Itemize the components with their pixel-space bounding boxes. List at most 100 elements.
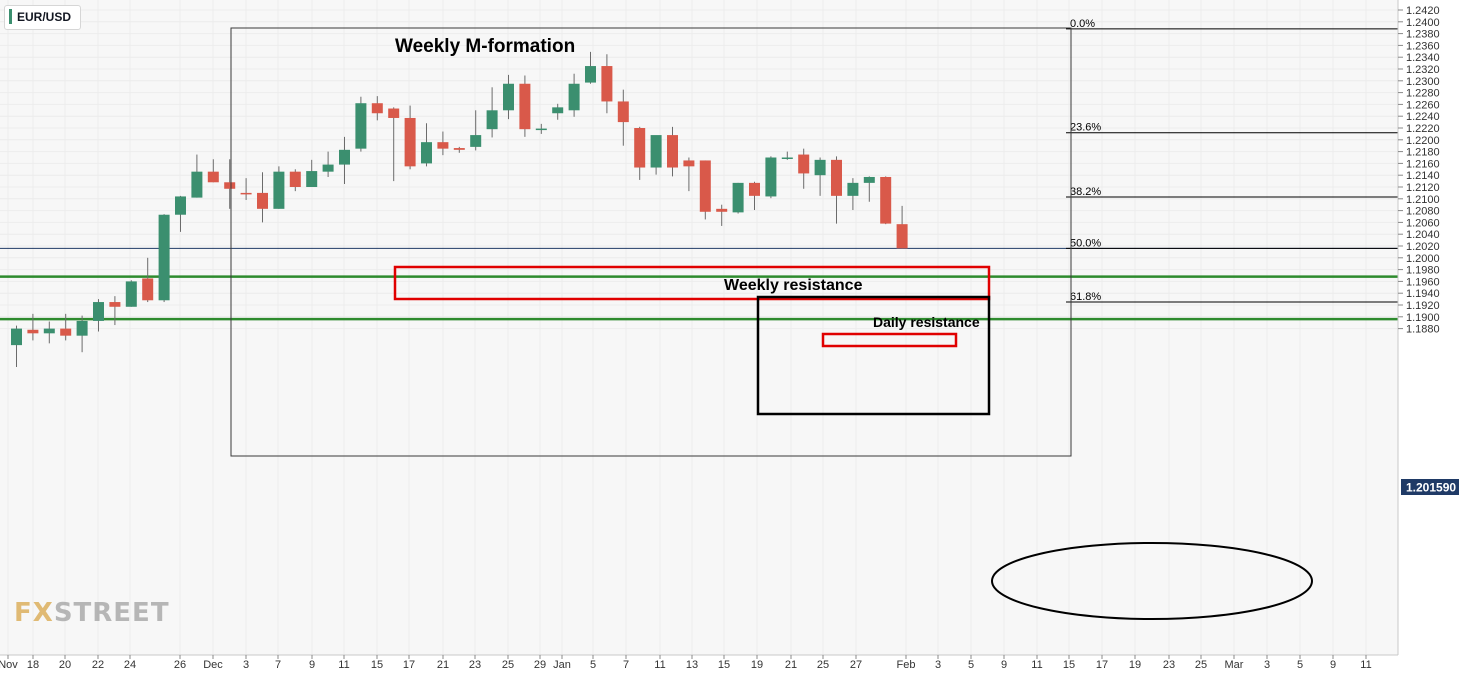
- candle: [749, 181, 760, 211]
- candle: [27, 313, 39, 341]
- x-tick-label: Mar: [1225, 659, 1244, 671]
- candle-body: [814, 159, 826, 176]
- candle: [896, 205, 908, 249]
- candle: [781, 151, 793, 160]
- candle-body: [667, 135, 678, 168]
- candle: [470, 110, 482, 151]
- candle-body: [93, 302, 104, 321]
- candle-body: [863, 176, 875, 183]
- x-tick-label: 19: [1129, 659, 1141, 671]
- x-tick-label: Jan: [553, 659, 571, 671]
- candle: [355, 96, 367, 152]
- x-tick-label: 11: [654, 659, 665, 671]
- daily-range-box: [756, 295, 991, 416]
- candle-body: [749, 182, 760, 196]
- candle: [404, 105, 416, 170]
- candle-body: [404, 117, 416, 167]
- candle-body: [486, 110, 498, 130]
- price-axis[interactable]: 1.24201.24001.23801.23601.23401.23201.23…: [1398, 5, 1440, 336]
- candle: [519, 75, 531, 137]
- y-tick-label: 1.2040: [1406, 229, 1440, 241]
- y-tick-label: 1.2080: [1406, 206, 1440, 218]
- candle: [453, 146, 465, 153]
- candle-body: [568, 83, 580, 111]
- x-tick-label: 26: [174, 659, 186, 671]
- x-tick-label: 3: [1264, 659, 1270, 671]
- x-tick-label: 5: [968, 659, 974, 671]
- x-tick-label: 19: [751, 659, 763, 671]
- candle-body: [716, 208, 728, 212]
- candle-body: [76, 320, 88, 336]
- target-ellipse: [991, 542, 1313, 620]
- candle-body: [371, 103, 383, 114]
- candle-body: [322, 164, 334, 172]
- x-tick-label: 5: [1297, 659, 1303, 671]
- y-tick-label: 1.2420: [1406, 5, 1440, 17]
- candle: [437, 131, 449, 156]
- x-tick-label: 9: [1001, 659, 1007, 671]
- y-tick-label: 1.2400: [1406, 17, 1440, 29]
- y-tick-label: 1.2300: [1406, 76, 1440, 88]
- x-tick-label: 7: [275, 659, 281, 671]
- weekly-m-formation-box: [230, 27, 1072, 457]
- x-tick-label: 15: [718, 659, 730, 671]
- candle-body: [158, 214, 170, 301]
- watermark-street: STREET: [53, 598, 170, 628]
- weekly-m-formation-label: Weekly M-formation: [395, 36, 575, 57]
- x-tick-label: 15: [371, 659, 383, 671]
- symbol-badge[interactable]: EUR/USD: [4, 5, 82, 30]
- fib-level-label: 38.2%: [1070, 186, 1101, 198]
- candle-body: [388, 108, 400, 118]
- time-axis[interactable]: Nov 18 20 22 24 26 Dec 3 7 9 11 15 17 21 23 25 29 Jan 5 7 11…: [0, 655, 1372, 671]
- plot-area[interactable]: [0, 0, 1398, 655]
- candle-body: [142, 278, 154, 301]
- fib-level-label: 50.0%: [1070, 237, 1101, 249]
- y-tick-label: 1.1880: [1406, 324, 1440, 336]
- candle-body: [650, 135, 662, 168]
- candle-body: [355, 103, 367, 149]
- weekly-resistance-box: [393, 265, 991, 301]
- candle-body: [535, 128, 547, 131]
- candle-body: [798, 154, 810, 174]
- fib-level-label: 23.6%: [1070, 122, 1101, 134]
- candle: [568, 73, 580, 117]
- candle-body: [43, 328, 55, 334]
- candle: [552, 103, 564, 120]
- candle-body: [207, 171, 219, 183]
- y-tick-label: 1.2100: [1406, 194, 1440, 206]
- x-tick-label: 24: [124, 659, 136, 671]
- candle: [76, 315, 88, 353]
- candle: [175, 195, 186, 232]
- candle: [617, 89, 629, 146]
- drawings: Weekly M-formation Weekly resistance Dai…: [230, 27, 1313, 620]
- candle-body: [617, 101, 629, 123]
- candle-body: [437, 142, 449, 149]
- y-tick-label: 1.2000: [1406, 253, 1440, 265]
- candle-body: [11, 328, 22, 346]
- x-tick-label: 11: [1360, 659, 1371, 671]
- y-tick-label: 1.2140: [1406, 170, 1440, 182]
- candle-body: [896, 224, 908, 249]
- candle: [125, 280, 137, 307]
- candle: [880, 176, 892, 225]
- candle: [863, 176, 875, 202]
- candle: [109, 296, 121, 326]
- y-tick-label: 1.1940: [1406, 288, 1440, 300]
- current-price-value: 1.201590: [1406, 481, 1456, 495]
- symbol-label: EUR/USD: [17, 10, 72, 24]
- x-tick-label: Feb: [897, 659, 916, 671]
- x-tick-label: 11: [338, 659, 349, 671]
- x-tick-label: 3: [935, 659, 941, 671]
- x-tick-label: 17: [1096, 659, 1108, 671]
- x-tick-label: 7: [623, 659, 629, 671]
- candle: [421, 123, 432, 167]
- candle-body: [552, 107, 564, 114]
- grid: [0, 0, 1398, 655]
- candle: [93, 299, 104, 332]
- candle: [650, 135, 662, 175]
- candle-body: [60, 328, 72, 336]
- fib-level-label: 61.8%: [1070, 291, 1101, 303]
- x-tick-label: Dec: [203, 659, 223, 671]
- daily-resistance-label: Daily resistance: [873, 314, 980, 330]
